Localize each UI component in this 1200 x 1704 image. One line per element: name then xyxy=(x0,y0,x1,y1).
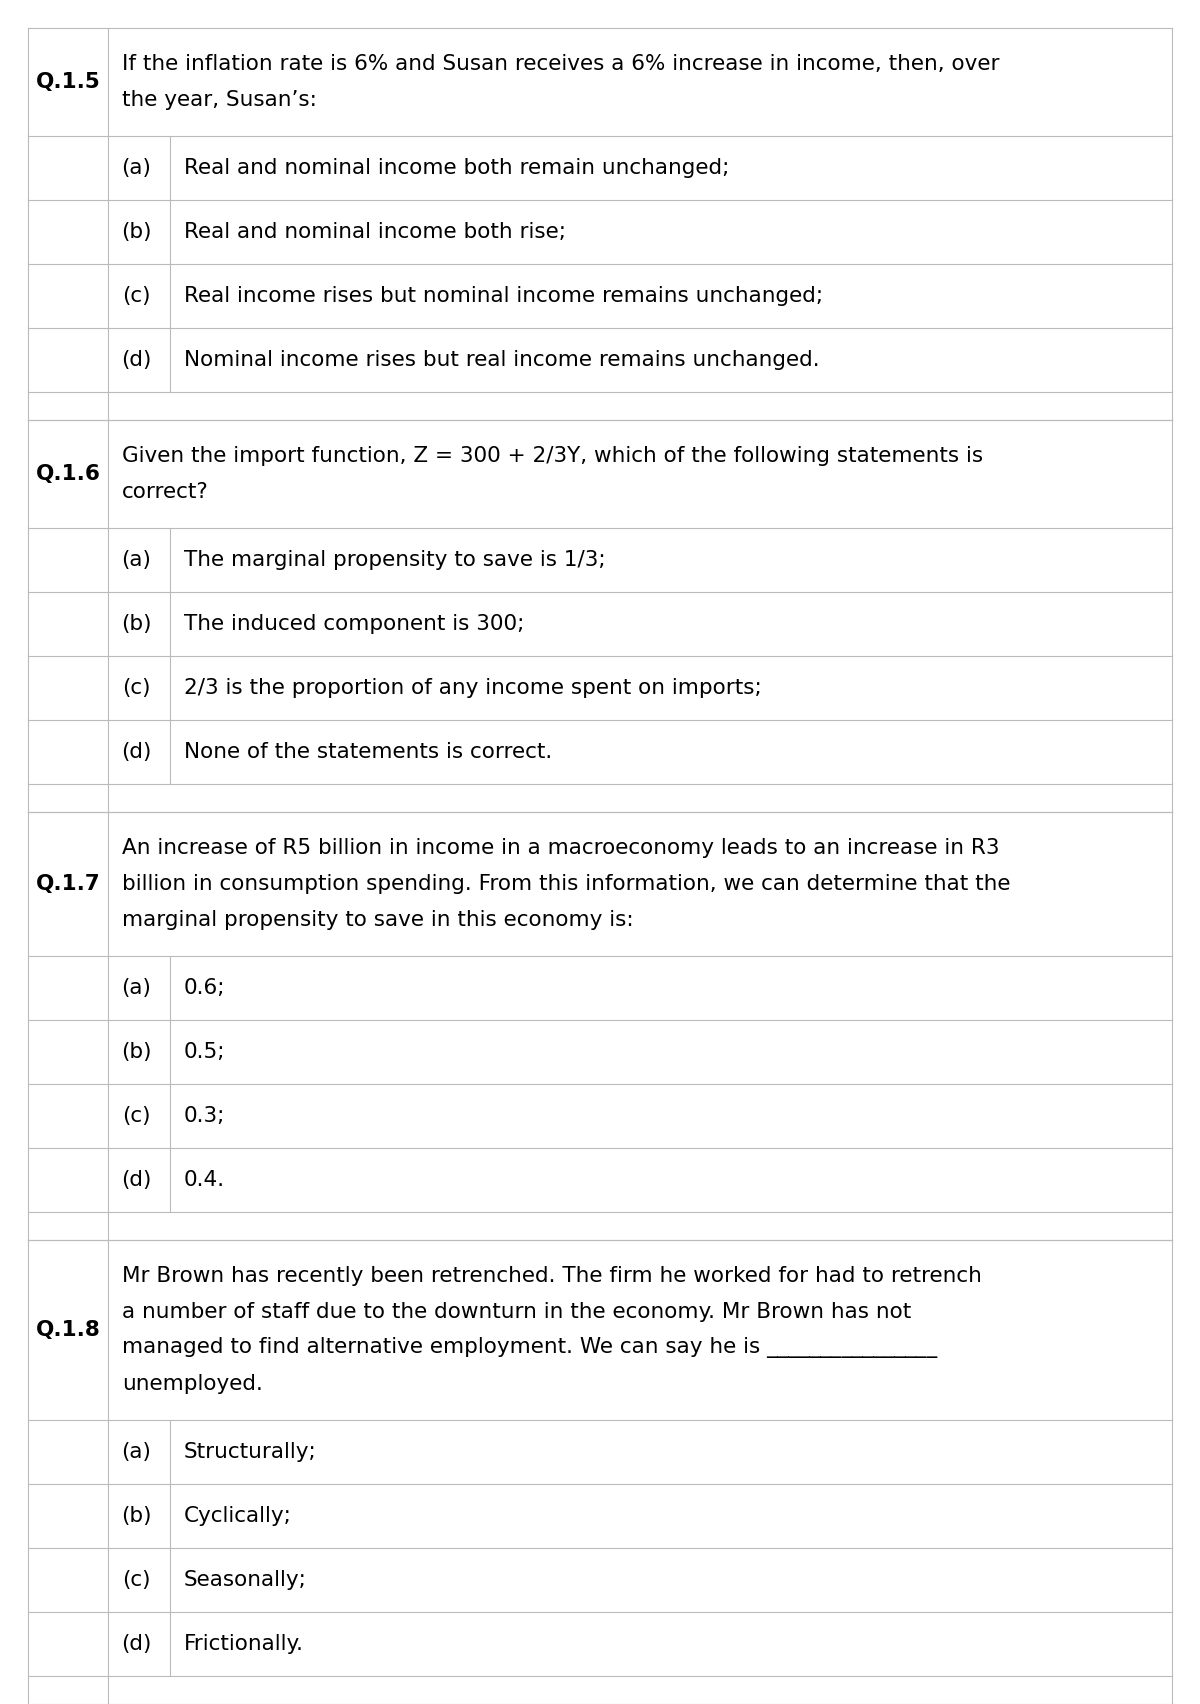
Text: (c): (c) xyxy=(121,678,150,699)
Text: the year, Susan’s:: the year, Susan’s: xyxy=(122,90,317,111)
Text: Structurally;: Structurally; xyxy=(184,1442,317,1462)
Text: Q.1.8: Q.1.8 xyxy=(36,1321,101,1339)
Text: Q.1.5: Q.1.5 xyxy=(36,72,101,92)
Text: (b): (b) xyxy=(121,222,151,242)
Text: Nominal income rises but real income remains unchanged.: Nominal income rises but real income rem… xyxy=(184,349,820,370)
Text: 0.6;: 0.6; xyxy=(184,978,226,999)
Text: (b): (b) xyxy=(121,613,151,634)
Text: (b): (b) xyxy=(121,1506,151,1527)
Text: Q.1.6: Q.1.6 xyxy=(36,463,101,484)
Text: (b): (b) xyxy=(121,1043,151,1062)
Text: 0.4.: 0.4. xyxy=(184,1171,226,1189)
Text: The induced component is 300;: The induced component is 300; xyxy=(184,613,524,634)
Text: 0.3;: 0.3; xyxy=(184,1106,226,1126)
Text: (c): (c) xyxy=(121,1106,150,1126)
Text: Q.1.7: Q.1.7 xyxy=(36,874,101,895)
Text: Frictionally.: Frictionally. xyxy=(184,1634,304,1655)
Text: correct?: correct? xyxy=(122,482,209,503)
Text: Given the import function, Z = 300 + 2/3Y, which of the following statements is: Given the import function, Z = 300 + 2/3… xyxy=(122,446,983,465)
Text: (c): (c) xyxy=(121,1569,150,1590)
Text: 0.5;: 0.5; xyxy=(184,1043,226,1062)
Text: (a): (a) xyxy=(121,978,151,999)
Text: If the inflation rate is 6% and Susan receives a 6% increase in income, then, ov: If the inflation rate is 6% and Susan re… xyxy=(122,55,1000,73)
Text: (d): (d) xyxy=(121,1634,151,1655)
Text: Cyclically;: Cyclically; xyxy=(184,1506,292,1527)
Text: managed to find alternative employment. We can say he is ________________: managed to find alternative employment. … xyxy=(122,1338,937,1358)
Text: (a): (a) xyxy=(121,1442,151,1462)
Text: (d): (d) xyxy=(121,741,151,762)
Text: (a): (a) xyxy=(121,158,151,177)
Text: (d): (d) xyxy=(121,1171,151,1189)
Text: None of the statements is correct.: None of the statements is correct. xyxy=(184,741,552,762)
Text: 2/3 is the proportion of any income spent on imports;: 2/3 is the proportion of any income spen… xyxy=(184,678,762,699)
Text: a number of staff due to the downturn in the economy. Mr Brown has not: a number of staff due to the downturn in… xyxy=(122,1302,911,1322)
Text: Seasonally;: Seasonally; xyxy=(184,1569,307,1590)
Text: (a): (a) xyxy=(121,550,151,571)
Text: marginal propensity to save in this economy is:: marginal propensity to save in this econ… xyxy=(122,910,634,930)
Text: Real and nominal income both rise;: Real and nominal income both rise; xyxy=(184,222,566,242)
Text: An increase of R5 billion in income in a macroeconomy leads to an increase in R3: An increase of R5 billion in income in a… xyxy=(122,838,1000,859)
Text: (c): (c) xyxy=(121,286,150,307)
Text: unemployed.: unemployed. xyxy=(122,1373,263,1394)
Text: (d): (d) xyxy=(121,349,151,370)
Text: billion in consumption spending. From this information, we can determine that th: billion in consumption spending. From th… xyxy=(122,874,1010,895)
Text: Real income rises but nominal income remains unchanged;: Real income rises but nominal income rem… xyxy=(184,286,823,307)
Text: Mr Brown has recently been retrenched. The firm he worked for had to retrench: Mr Brown has recently been retrenched. T… xyxy=(122,1266,982,1287)
Text: The marginal propensity to save is 1/3;: The marginal propensity to save is 1/3; xyxy=(184,550,606,571)
Text: Real and nominal income both remain unchanged;: Real and nominal income both remain unch… xyxy=(184,158,730,177)
